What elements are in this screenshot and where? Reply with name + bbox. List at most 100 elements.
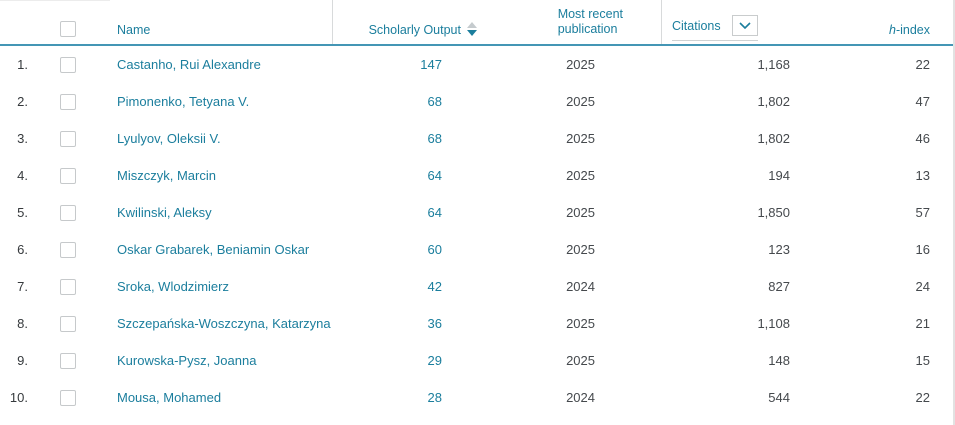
row-rank: 10. bbox=[9, 390, 28, 405]
table-row: 9. Kurowska-Pysz, Joanna 29 2025 148 15 bbox=[0, 342, 955, 379]
h-index-value: 21 bbox=[915, 316, 930, 331]
scholarly-output-value[interactable]: 29 bbox=[427, 353, 442, 368]
author-name-link[interactable]: Mousa, Mohamed bbox=[117, 390, 222, 405]
column-header-name[interactable]: Name bbox=[95, 0, 333, 44]
row-checkbox-cell bbox=[40, 352, 95, 369]
row-rank: 1. bbox=[17, 57, 28, 72]
column-header-citations: Citations bbox=[662, 0, 810, 44]
author-name-cell: Mousa, Mohamed bbox=[95, 390, 333, 405]
most-recent-publication-value: 2025 bbox=[566, 242, 595, 257]
table-row: 8. Szczepańska-Woszczyna, Katarzyna 36 2… bbox=[0, 305, 955, 342]
name-header-label: Name bbox=[117, 23, 151, 37]
row-checkbox-cell bbox=[40, 130, 95, 147]
citations-value: 1,168 bbox=[757, 57, 790, 72]
author-name-link[interactable]: Castanho, Rui Alexandre bbox=[117, 57, 261, 72]
author-name-link[interactable]: Kurowska-Pysz, Joanna bbox=[117, 353, 257, 368]
author-name-link[interactable]: Miszczyk, Marcin bbox=[117, 168, 216, 183]
sort-ascending-icon bbox=[467, 22, 477, 28]
h-index-value: 57 bbox=[915, 205, 930, 220]
row-checkbox[interactable] bbox=[59, 130, 76, 147]
column-header-h-index[interactable]: h-index bbox=[810, 0, 955, 44]
scholarly-output-value[interactable]: 60 bbox=[427, 242, 442, 257]
author-name-cell: Castanho, Rui Alexandre bbox=[95, 57, 333, 72]
row-checkbox-cell bbox=[40, 56, 95, 73]
citations-value: 544 bbox=[768, 390, 790, 405]
author-name-cell: Kwilinski, Aleksy bbox=[95, 205, 333, 220]
scholarly-output-value[interactable]: 64 bbox=[427, 168, 442, 183]
h-index-value: 15 bbox=[915, 353, 930, 368]
citations-value: 123 bbox=[768, 242, 790, 257]
row-rank: 5. bbox=[17, 205, 28, 220]
row-rank: 2. bbox=[17, 94, 28, 109]
sort-icon[interactable] bbox=[467, 22, 477, 36]
top-divider bbox=[0, 0, 110, 1]
citations-value: 1,850 bbox=[757, 205, 790, 220]
select-all-checkbox[interactable] bbox=[59, 21, 76, 37]
author-name-cell: Sroka, Wlodzimierz bbox=[95, 279, 333, 294]
most-recent-publication-value: 2025 bbox=[566, 205, 595, 220]
table-row: 7. Sroka, Wlodzimierz 42 2024 827 24 bbox=[0, 268, 955, 305]
row-checkbox-cell bbox=[40, 389, 95, 406]
h-index-value: 46 bbox=[915, 131, 930, 146]
citations-metric-dropdown[interactable]: Citations bbox=[672, 15, 758, 41]
author-name-link[interactable]: Oskar Grabarek, Beniamin Oskar bbox=[117, 242, 310, 257]
table-row: 5. Kwilinski, Aleksy 64 2025 1,850 57 bbox=[0, 194, 955, 231]
scholarly-output-value[interactable]: 68 bbox=[427, 94, 442, 109]
author-name-cell: Oskar Grabarek, Beniamin Oskar bbox=[95, 242, 333, 257]
author-name-link[interactable]: Pimonenko, Tetyana V. bbox=[117, 94, 250, 109]
h-index-value: 16 bbox=[915, 242, 930, 257]
row-rank: 3. bbox=[17, 131, 28, 146]
author-name-link[interactable]: Kwilinski, Aleksy bbox=[117, 205, 212, 220]
author-name-link[interactable]: Szczepańska-Woszczyna, Katarzyna bbox=[117, 316, 331, 331]
column-header-most-recent-publication[interactable]: Most recent publication bbox=[497, 0, 662, 44]
row-checkbox-cell bbox=[40, 204, 95, 221]
row-checkbox-cell bbox=[40, 93, 95, 110]
scrollbar[interactable] bbox=[953, 0, 955, 425]
most-recent-publication-value: 2024 bbox=[566, 390, 595, 405]
most-recent-publication-value: 2024 bbox=[566, 279, 595, 294]
chevron-down-icon[interactable] bbox=[731, 15, 758, 36]
row-checkbox[interactable] bbox=[59, 204, 76, 221]
select-all-cell bbox=[40, 0, 95, 44]
row-checkbox-cell bbox=[40, 278, 95, 295]
citations-value: 1,802 bbox=[757, 131, 790, 146]
row-checkbox[interactable] bbox=[59, 93, 76, 110]
row-checkbox[interactable] bbox=[59, 315, 76, 332]
row-checkbox[interactable] bbox=[59, 167, 76, 184]
table-row: 2. Pimonenko, Tetyana V. 68 2025 1,802 4… bbox=[0, 83, 955, 120]
scholarly-output-value[interactable]: 68 bbox=[427, 131, 442, 146]
table-row: 6. Oskar Grabarek, Beniamin Oskar 60 202… bbox=[0, 231, 955, 268]
author-name-link[interactable]: Sroka, Wlodzimierz bbox=[117, 279, 229, 294]
table-row: 1. Castanho, Rui Alexandre 147 2025 1,16… bbox=[0, 46, 955, 83]
row-checkbox[interactable] bbox=[59, 389, 76, 406]
table-row: 10. Mousa, Mohamed 28 2024 544 22 bbox=[0, 379, 955, 416]
h-index-value: 24 bbox=[915, 279, 930, 294]
h-index-value: 13 bbox=[915, 168, 930, 183]
h-index-header-label: h-index bbox=[889, 23, 930, 37]
author-name-cell: Szczepańska-Woszczyna, Katarzyna bbox=[95, 316, 333, 331]
citations-value: 1,108 bbox=[757, 316, 790, 331]
citations-header-label: Citations bbox=[672, 18, 721, 33]
row-checkbox[interactable] bbox=[59, 352, 76, 369]
most-recent-publication-value: 2025 bbox=[566, 57, 595, 72]
scholarly-output-value[interactable]: 42 bbox=[427, 279, 442, 294]
scholarly-output-value[interactable]: 36 bbox=[427, 316, 442, 331]
scholarly-output-header-label: Scholarly Output bbox=[368, 23, 461, 37]
row-checkbox[interactable] bbox=[59, 241, 76, 258]
author-name-link[interactable]: Lyulyov, Oleksii V. bbox=[117, 131, 221, 146]
scholarly-output-value[interactable]: 147 bbox=[420, 57, 442, 72]
authors-table: Name Scholarly Output Most recent public… bbox=[0, 0, 955, 416]
citations-value: 827 bbox=[768, 279, 790, 294]
row-rank: 9. bbox=[17, 353, 28, 368]
row-rank: 6. bbox=[17, 242, 28, 257]
scholarly-output-value[interactable]: 28 bbox=[427, 390, 442, 405]
h-index-value: 47 bbox=[915, 94, 930, 109]
rank-column-header bbox=[0, 0, 40, 44]
most-recent-publication-value: 2025 bbox=[566, 94, 595, 109]
row-checkbox[interactable] bbox=[59, 278, 76, 295]
row-checkbox-cell bbox=[40, 241, 95, 258]
scholarly-output-value[interactable]: 64 bbox=[427, 205, 442, 220]
citations-value: 194 bbox=[768, 168, 790, 183]
column-header-scholarly-output[interactable]: Scholarly Output bbox=[333, 0, 497, 44]
row-checkbox[interactable] bbox=[59, 56, 76, 73]
